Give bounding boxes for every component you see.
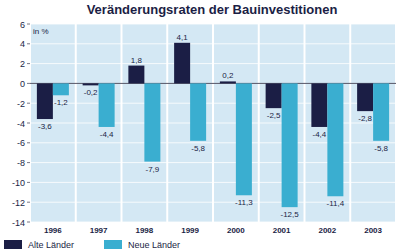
category-band	[306, 24, 350, 222]
y-tick-label: -12	[12, 198, 25, 208]
tick-mark	[27, 142, 30, 143]
x-tick-label: 1996	[44, 226, 62, 235]
bar	[99, 83, 115, 127]
y-tick-label: 2	[20, 59, 25, 69]
tick-mark	[27, 222, 30, 223]
bar	[311, 83, 327, 127]
bar	[282, 83, 298, 207]
x-tick-label: 1998	[135, 226, 153, 235]
bar	[327, 83, 343, 196]
bar	[220, 81, 236, 83]
data-label: -3,6	[38, 122, 52, 131]
data-label: -5,8	[374, 144, 388, 153]
x-tick-label: 2000	[227, 226, 245, 235]
x-tick-label: 2001	[273, 226, 291, 235]
bar	[53, 83, 69, 95]
legend-label: Neue Länder	[128, 240, 180, 250]
legend-swatch	[4, 240, 22, 249]
x-tick-label: 1999	[181, 226, 199, 235]
legend-swatch	[104, 240, 122, 249]
data-label: 1,8	[131, 56, 143, 65]
data-label: -1,2	[54, 98, 68, 107]
tick-mark	[27, 123, 30, 124]
bar	[266, 83, 282, 108]
bar	[373, 83, 389, 140]
y-axis-label: in %	[33, 27, 49, 36]
x-tick-label: 1997	[90, 226, 108, 235]
bar	[83, 83, 99, 85]
y-tick-label: -14	[12, 218, 25, 228]
legend-label: Alte Länder	[28, 240, 74, 250]
data-label: 0,2	[222, 71, 234, 80]
grid-line	[30, 63, 396, 64]
grid-line	[30, 43, 396, 44]
tick-mark	[27, 182, 30, 183]
data-label: -12,5	[281, 210, 300, 219]
y-tick-label: -8	[17, 158, 25, 168]
y-tick-label: 0	[20, 79, 25, 89]
y-tick-label: 6	[20, 20, 25, 30]
data-label: -5,8	[191, 144, 205, 153]
y-tick-label: -2	[17, 99, 25, 109]
tick-mark	[27, 202, 30, 203]
grid-line	[30, 222, 396, 223]
bar	[174, 43, 190, 84]
data-label: -0,2	[84, 88, 98, 97]
y-tick-label: -6	[17, 138, 25, 148]
bar	[144, 83, 160, 161]
data-label: -7,9	[145, 165, 159, 174]
grid-line	[30, 24, 396, 25]
data-label: 4,1	[177, 33, 189, 42]
data-label: -2,8	[358, 114, 372, 123]
title: Veränderungsraten der Bauinvestitionen	[87, 2, 338, 17]
y-tick-label: -10	[12, 178, 25, 188]
tick-mark	[27, 24, 30, 25]
x-tick-label: 2002	[318, 226, 336, 235]
tick-mark	[27, 162, 30, 163]
tick-mark	[27, 83, 30, 84]
bar	[37, 83, 53, 119]
chart: Veränderungsraten der Bauinvestitionen -1…	[0, 0, 400, 252]
chart-container: Veränderungsraten der Bauinvestitionen -1…	[0, 0, 400, 252]
bar	[357, 83, 373, 111]
y-tick-label: -4	[17, 119, 25, 129]
y-tick-label: 4	[20, 39, 25, 49]
data-label: -11,3	[235, 198, 253, 207]
tick-mark	[27, 63, 30, 64]
bar	[128, 66, 144, 84]
data-label: -11,4	[327, 199, 345, 208]
data-label: -4,4	[312, 130, 326, 139]
data-label: -2,5	[267, 111, 281, 120]
bar	[236, 83, 252, 195]
x-tick-label: 2003	[364, 226, 382, 235]
tick-mark	[27, 43, 30, 44]
category-band	[351, 24, 395, 222]
data-label: -4,4	[100, 130, 114, 139]
tick-mark	[27, 103, 30, 104]
bar	[190, 83, 206, 140]
bars	[37, 43, 389, 207]
